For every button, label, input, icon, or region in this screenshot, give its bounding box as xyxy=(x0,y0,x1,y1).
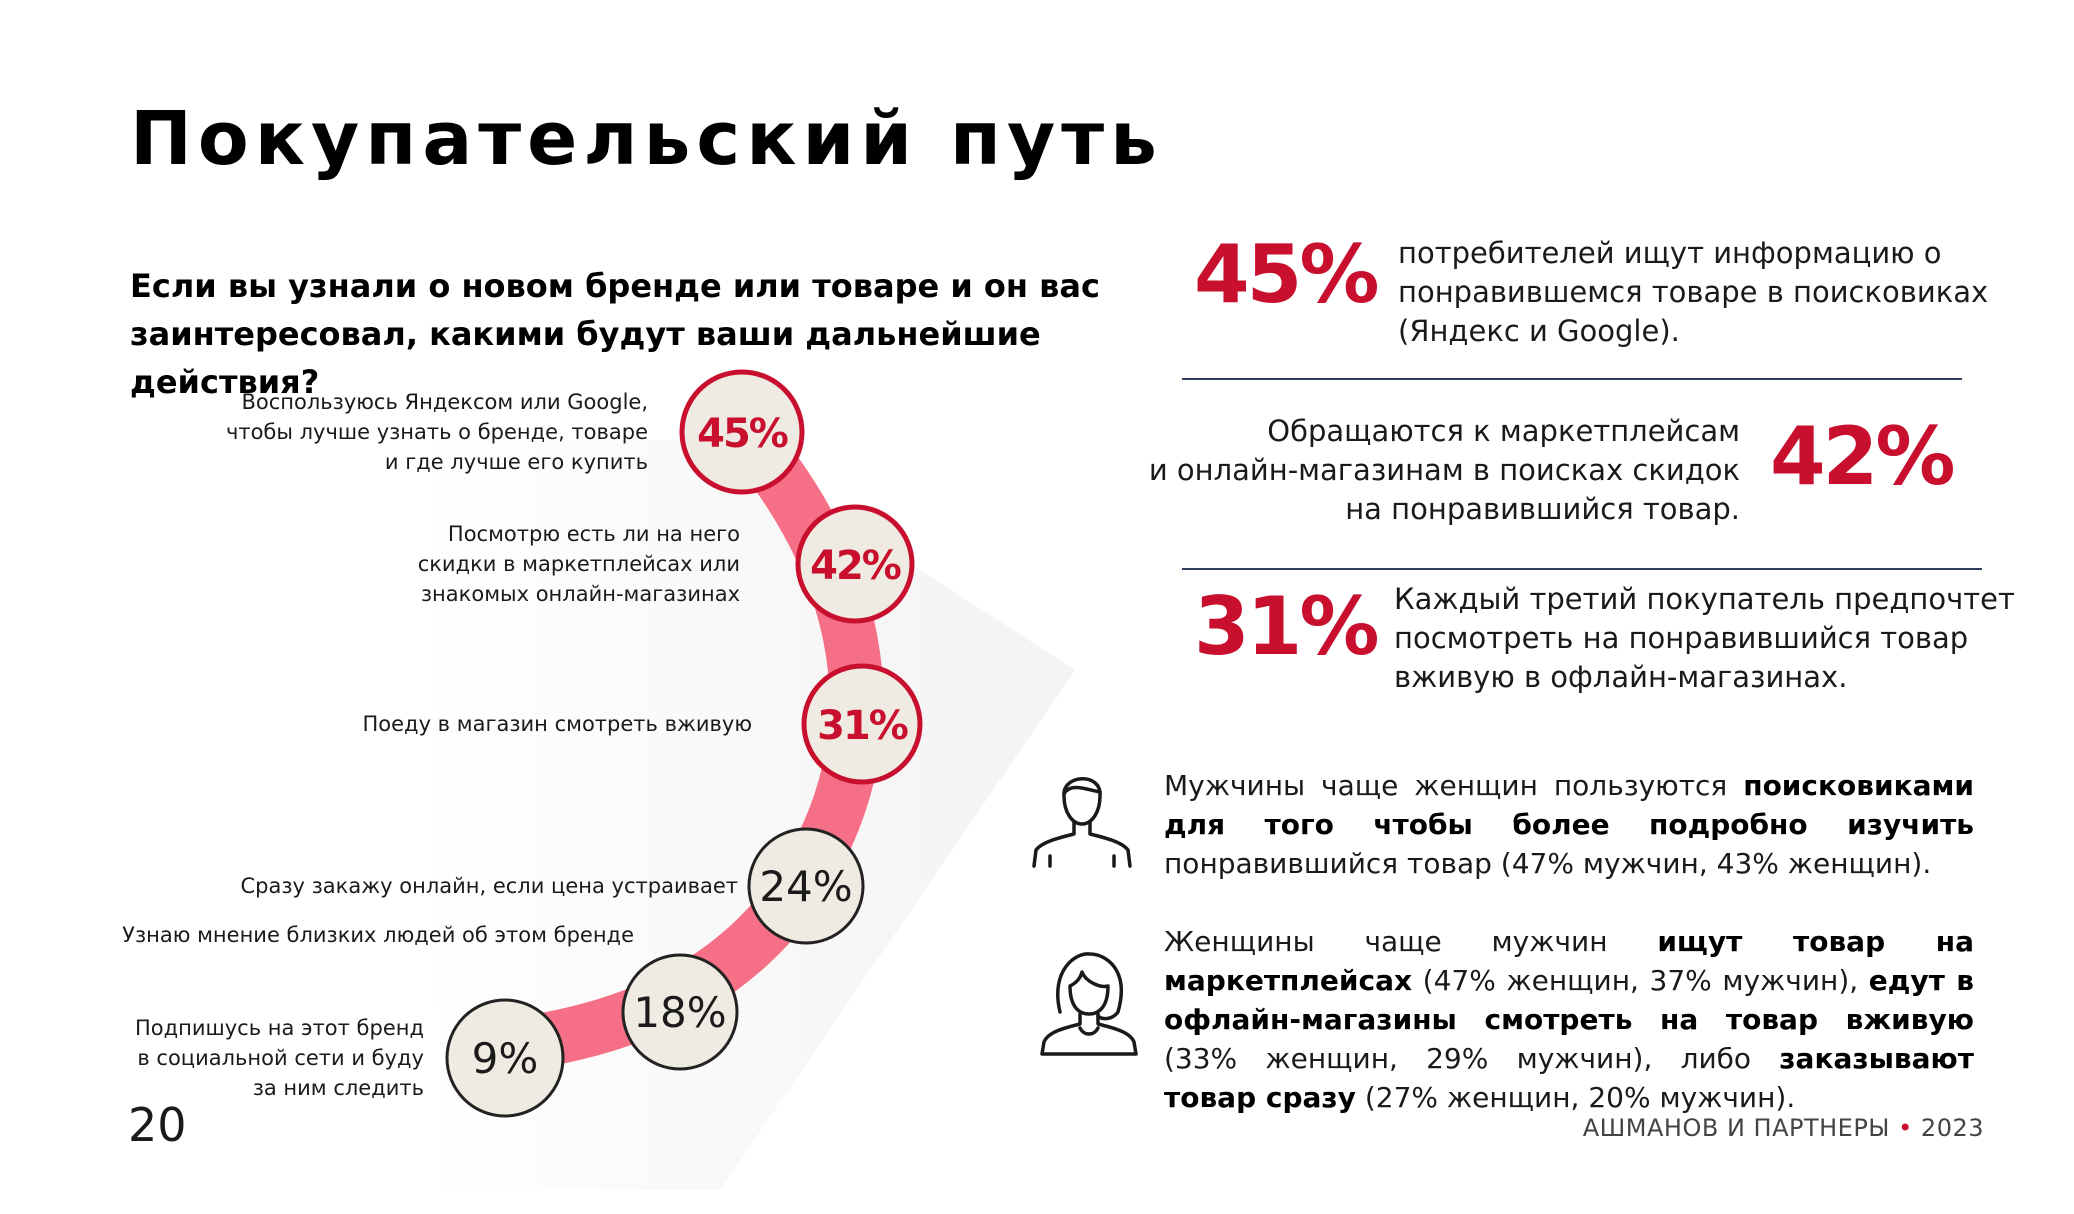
value-bubble-circle xyxy=(795,504,915,624)
survey-question-line: заинтересовал, какими будут ваши дальней… xyxy=(130,315,1041,401)
stat-description: Каждый третий покупатель предпочтет посмо… xyxy=(1394,580,2015,697)
stat-value: 31% xyxy=(1194,580,1379,673)
value-bubble: 42% xyxy=(795,504,915,624)
option-label-line: Поеду в магазин смотреть вживую xyxy=(362,712,753,736)
insight-text: (27% женщин, 20% мужчин). xyxy=(1355,1081,1796,1114)
stat-description-line: понравившемся товаре в поисковиках xyxy=(1398,275,1989,309)
option-label-line: Узнаю мнение близких людей об этом бренд… xyxy=(122,923,634,947)
survey-question-line: Если вы узнали о новом бренде или товаре… xyxy=(130,267,1100,305)
option-label-line: чтобы лучше узнать о бренде, товаре xyxy=(225,420,648,444)
women-insight: Женщины чаще мужчин ищут товар на маркет… xyxy=(1164,922,1974,1117)
woman-icon xyxy=(1040,952,1138,1056)
footer-year: 2023 xyxy=(1920,1114,1984,1142)
stat-description-line: (Яндекс и Google). xyxy=(1398,314,1680,348)
insight-highlight: едут в офлайн-магазины смотреть на товар… xyxy=(1164,964,1974,1036)
insight-highlight: заказывают товар сразу xyxy=(1164,1042,1974,1114)
insight-highlight: поисковиками для того чтобы более подроб… xyxy=(1164,769,1974,841)
stat-description-line: и онлайн-магазинам в поисках скидок xyxy=(1148,453,1740,487)
option-label-line: знакомых онлайн-магазинах xyxy=(420,582,740,606)
brand-name: АШМАНОВ И ПАРТНЕРЫ xyxy=(1582,1114,1890,1142)
bubbles-layer: 45% 42% 31% 24% 18% 9% xyxy=(445,369,923,1118)
stat-value: 42% xyxy=(1770,410,1955,503)
option-label: Узнаю мнение близких людей об этом бренд… xyxy=(122,920,634,950)
option-label-line: Сразу закажу онлайн, если цена устраивае… xyxy=(240,874,739,898)
option-label: Сразу закажу онлайн, если цена устраивае… xyxy=(241,871,739,901)
stat-value: 45% xyxy=(1194,228,1379,321)
option-label-line: скидки в маркетплейсах или xyxy=(417,552,740,576)
stat-description-line: на понравившийся товар. xyxy=(1345,492,1740,526)
stat-description-line: Каждый третий покупатель предпочтет xyxy=(1394,582,2015,616)
option-label-line: Подпишусь на этот бренд xyxy=(134,1016,424,1040)
man-icon xyxy=(1032,777,1132,868)
value-label: 42% xyxy=(810,543,901,589)
stat-description-line: посмотреть на понравившийся товар xyxy=(1394,621,1969,655)
option-label-line: Воспользуюсь Яндексом или Google, xyxy=(241,390,648,414)
men-insight-text: Мужчины чаще женщин пользуются поисковик… xyxy=(1164,769,1974,880)
insight-text: Женщины чаще мужчин xyxy=(1164,925,1658,958)
insight-text: Мужчины чаще женщин пользуются xyxy=(1164,769,1744,802)
page-title: Покупательский путь xyxy=(130,96,1163,182)
chart-backdrop xyxy=(420,440,1075,1190)
option-label-line: за ним следить xyxy=(252,1076,424,1100)
value-bubble: 9% xyxy=(445,998,565,1118)
insight-text: понравившийся товар (47% мужчин, 43% жен… xyxy=(1164,847,1932,880)
stat-description: Обращаются к маркетплейсам и онлайн-магаз… xyxy=(1149,412,1740,529)
option-label-line: Посмотрю есть ли на него xyxy=(447,522,740,546)
option-label: Воспользуюсь Яндексом или Google, чтобы л… xyxy=(226,387,648,477)
stats-divider xyxy=(1182,568,1982,570)
value-bubble: 45% xyxy=(679,369,805,495)
option-label: Посмотрю есть ли на него скидки в маркетп… xyxy=(418,519,740,609)
value-bubble-circle xyxy=(445,998,565,1118)
stats-divider xyxy=(1182,378,1962,380)
women-insight-text: Женщины чаще мужчин ищут товар на маркет… xyxy=(1164,925,1974,1114)
value-bubble-circle xyxy=(801,663,923,785)
value-bubble-circle xyxy=(679,369,805,495)
option-label: Поеду в магазин смотреть вживую xyxy=(363,709,753,739)
stat-description: потребителей ищут информацию о понравивше… xyxy=(1398,234,1988,351)
insight-text: (33% женщин, 29% мужчин), либо xyxy=(1164,1042,1780,1075)
page-number: 20 xyxy=(128,1098,187,1152)
footer-brand: АШМАНОВ И ПАРТНЕРЫ • 2023 xyxy=(1583,1114,1984,1142)
value-label: 9% xyxy=(472,1034,539,1083)
insight-text: (47% женщин, 37% мужчин), xyxy=(1412,964,1869,997)
value-label: 24% xyxy=(759,862,852,911)
value-bubble: 31% xyxy=(801,663,923,785)
survey-question: Если вы узнали о новом бренде или товаре… xyxy=(130,262,1160,406)
answers-chart: 45% 42% 31% 24% 18% 9% xyxy=(420,369,1075,1190)
value-bubble: 18% xyxy=(621,953,739,1071)
option-label-line: в социальной сети и буду xyxy=(137,1046,424,1070)
stat-description-line: вживую в офлайн-магазинах. xyxy=(1394,660,1848,694)
value-label: 31% xyxy=(817,703,908,749)
value-bubble-circle xyxy=(747,827,865,945)
value-bubble-circle xyxy=(621,953,739,1071)
value-label: 45% xyxy=(697,411,788,457)
value-label: 18% xyxy=(633,988,726,1037)
stat-description-line: потребителей ищут информацию о xyxy=(1398,236,1942,270)
value-bubble: 24% xyxy=(747,827,865,945)
option-label: Подпишусь на этот бренд в социальной сети… xyxy=(135,1013,424,1103)
men-insight: Мужчины чаще женщин пользуются поисковик… xyxy=(1164,766,1974,883)
stat-description-line: Обращаются к маркетплейсам xyxy=(1267,414,1740,448)
separator-dot: • xyxy=(1898,1114,1913,1142)
option-label-line: и где лучше его купить xyxy=(384,450,648,474)
insight-highlight: ищут товар на маркетплейсах xyxy=(1164,925,1974,997)
